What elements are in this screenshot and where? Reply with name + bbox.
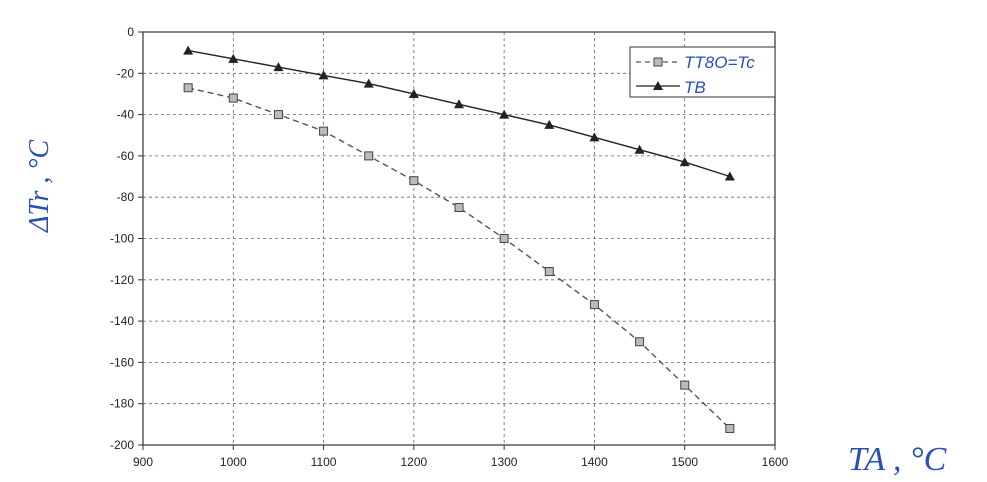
y-tick-label: -160 bbox=[110, 355, 134, 369]
data-point-series-2 bbox=[724, 171, 735, 181]
axes: 0 -20 -40 -60 -80 -100 -120 -140 -160 -180 -200 900… bbox=[110, 25, 789, 469]
data-point-series-2 bbox=[273, 62, 284, 72]
legend-marker-series-2 bbox=[653, 81, 663, 90]
data-point-series-1 bbox=[364, 151, 374, 161]
legend-marker-series-1 bbox=[653, 57, 663, 67]
data-point-series-2 bbox=[363, 78, 374, 88]
data-point-series-2 bbox=[679, 157, 690, 167]
data-point-series-1 bbox=[680, 380, 690, 390]
data-point-series-1 bbox=[409, 176, 419, 186]
y-tick-label: -40 bbox=[117, 108, 135, 122]
x-tick-label: 1600 bbox=[762, 455, 789, 469]
data-point-series-2 bbox=[589, 132, 600, 142]
y-tick-label: -140 bbox=[110, 314, 134, 328]
y-tick-label: -180 bbox=[110, 397, 134, 411]
y-axis-label: ΔTr , °C bbox=[24, 139, 55, 233]
data-point-series-1 bbox=[635, 337, 645, 347]
data-point-series-1 bbox=[499, 234, 509, 243]
data-point-series-1 bbox=[228, 93, 238, 103]
legend-label-series-1: TT8O=Tc bbox=[684, 53, 755, 72]
data-point-series-2 bbox=[228, 53, 239, 63]
data-point-series-2 bbox=[454, 99, 464, 109]
y-tick-label: -200 bbox=[110, 438, 134, 452]
data-point-series-2 bbox=[499, 109, 510, 119]
y-tick-label: -60 bbox=[117, 149, 135, 163]
data-point-series-1 bbox=[454, 203, 464, 213]
x-axis-label: TA , °C bbox=[848, 441, 947, 478]
legend-label-series-2: TB bbox=[684, 78, 706, 97]
x-tick-label: 1400 bbox=[581, 455, 608, 469]
x-tick-label: 1200 bbox=[401, 455, 428, 469]
data-point-series-1 bbox=[319, 126, 329, 136]
y-tick-label: -20 bbox=[117, 66, 135, 80]
data-point-series-1 bbox=[589, 300, 599, 310]
x-tick-label: 1000 bbox=[220, 455, 247, 469]
data-point-series-2 bbox=[408, 88, 419, 98]
y-tick-label: -80 bbox=[117, 190, 135, 204]
y-tick-label: -120 bbox=[110, 273, 134, 287]
y-tick-label: 0 bbox=[127, 25, 134, 39]
data-point-series-2 bbox=[183, 45, 194, 55]
data-point-series-1 bbox=[183, 83, 193, 93]
x-tick-label: 1300 bbox=[491, 455, 518, 469]
x-tick-label: 1500 bbox=[671, 455, 698, 469]
y-tick-label: -100 bbox=[110, 232, 134, 246]
data-point-series-1 bbox=[273, 110, 283, 120]
x-tick-label: 900 bbox=[133, 455, 153, 469]
data-point-series-2 bbox=[544, 119, 555, 129]
x-tick-label: 1100 bbox=[311, 455, 337, 469]
data-point-series-1 bbox=[544, 267, 554, 277]
data-point-series-2 bbox=[318, 70, 329, 80]
data-point-series-2 bbox=[634, 144, 645, 154]
data-point-series-1 bbox=[725, 423, 735, 433]
legend: TT8O=Tc TB bbox=[629, 46, 776, 98]
series-layer bbox=[183, 45, 735, 433]
